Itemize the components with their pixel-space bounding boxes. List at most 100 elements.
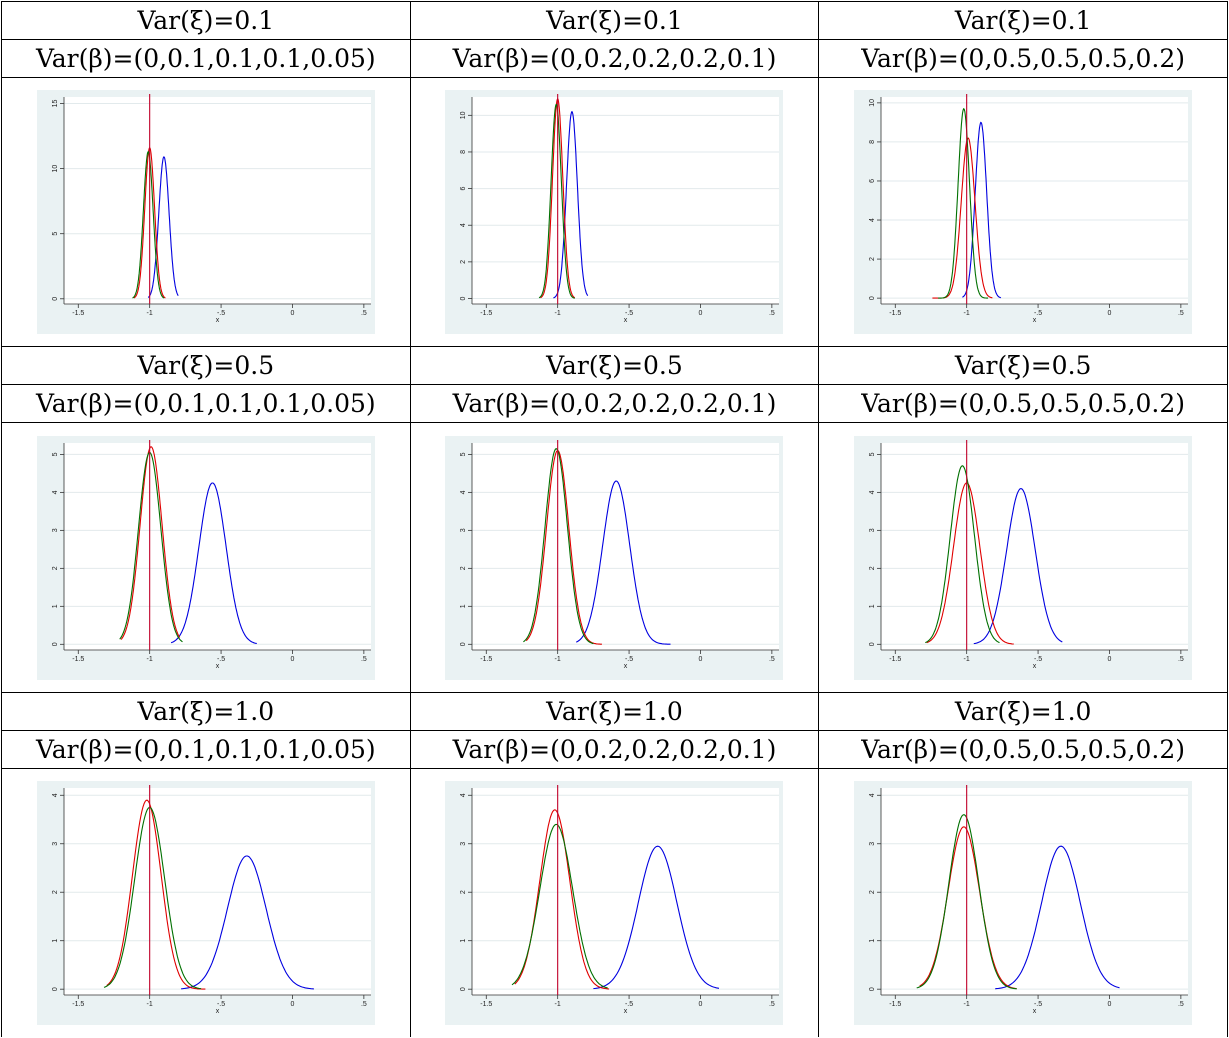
var-xi-label: Var(ξ)=0.5: [409, 346, 820, 386]
x-tick-label: .5: [769, 1001, 775, 1008]
density-plot: 0 1 2 3 4 5 -1.5 -1 -.5 0 .5 x: [36, 435, 375, 680]
y-tick-label: 0: [460, 297, 467, 301]
x-tick-label: -1.5: [889, 656, 901, 663]
x-axis-label: x: [1033, 317, 1037, 324]
y-tick-label: 0: [52, 297, 59, 301]
density-curve-green: [512, 823, 609, 989]
x-tick-label: -.5: [625, 656, 633, 663]
x-tick-label: -1: [964, 1001, 970, 1008]
plot-cell: 0 1 2 3 4 5 -1.5 -1 -.5 0 .5 x: [1, 422, 411, 693]
y-tick-label: 8: [869, 140, 876, 144]
x-axis-label: x: [624, 317, 628, 324]
y-tick-label: 5: [52, 232, 59, 236]
x-tick-label: -1: [555, 656, 561, 663]
density-plot: 0 5 10 15 -1.5 -1 -.5 0 .5 x: [36, 90, 375, 335]
plot-area: [63, 97, 371, 305]
var-xi-label: Var(ξ)=0.1: [1, 0, 411, 41]
x-tick-label: .5: [361, 1001, 367, 1008]
x-tick-label: .5: [361, 656, 367, 663]
y-tick-label: 0: [869, 642, 876, 646]
y-tick-label: 1: [460, 604, 467, 608]
x-tick-label: -1.5: [72, 1001, 84, 1008]
y-tick-label: 4: [460, 490, 467, 494]
density-curve-green: [132, 151, 165, 299]
y-tick-label: 1: [460, 939, 467, 943]
density-curve-red: [926, 481, 1014, 645]
x-tick-label: .5: [1178, 656, 1184, 663]
y-tick-label: 4: [869, 490, 876, 494]
header-row-var-xi: Var(ξ)=1.0 Var(ξ)=1.0 Var(ξ)=1.0: [1, 691, 1228, 731]
x-tick-label: -.5: [625, 310, 633, 317]
density-curve-red: [120, 445, 180, 640]
density-plot: 0 2 4 6 8 10 -1.5 -1 -.5 0 .5 x: [854, 90, 1193, 335]
x-tick-label: -1: [555, 310, 561, 317]
y-tick-label: 4: [52, 490, 59, 494]
y-tick-label: 3: [869, 842, 876, 846]
density-curve-green: [938, 108, 989, 299]
x-tick-label: -1: [964, 656, 970, 663]
var-beta-label: Var(β)=(0,0.5,0.5,0.5,0.2): [818, 384, 1228, 424]
y-tick-label: 2: [869, 566, 876, 570]
var-beta-label: Var(β)=(0,0.2,0.2,0.2,0.1): [409, 39, 820, 79]
density-plot: 0 1 2 3 4 -1.5 -1 -.5 0 .5 x: [36, 780, 375, 1025]
var-beta-label: Var(β)=(0,0.1,0.1,0.1,0.05): [1, 729, 411, 769]
x-tick-label: -1: [146, 656, 152, 663]
x-axis-label: x: [1033, 663, 1037, 670]
y-tick-label: 2: [52, 566, 59, 570]
y-tick-label: 3: [869, 528, 876, 532]
plot-area: [472, 97, 780, 305]
x-tick-label: -1.5: [889, 1001, 901, 1008]
y-tick-label: 3: [52, 842, 59, 846]
plot-area: [472, 442, 780, 650]
x-axis-label: x: [624, 663, 628, 670]
plot-cell: 0 1 2 3 4 -1.5 -1 -.5 0 .5 x: [409, 767, 820, 1037]
x-tick-label: -1: [555, 1001, 561, 1008]
density-plot: 0 1 2 3 4 5 -1.5 -1 -.5 0 .5 x: [854, 435, 1193, 680]
var-xi-label: Var(ξ)=0.5: [818, 346, 1228, 386]
y-tick-label: 4: [460, 223, 467, 227]
y-tick-label: 1: [52, 939, 59, 943]
x-tick-label: -1: [146, 310, 152, 317]
header-row-var-beta: Var(β)=(0,0.1,0.1,0.1,0.05) Var(β)=(0,0.…: [1, 39, 1228, 79]
var-xi-label: Var(ξ)=1.0: [409, 691, 820, 731]
density-curve-green: [539, 103, 576, 299]
x-tick-label: .5: [1178, 310, 1184, 317]
y-tick-label: 15: [52, 100, 59, 108]
plot-area: [63, 442, 371, 650]
x-tick-label: -.5: [625, 1001, 633, 1008]
y-tick-label: 10: [869, 99, 876, 107]
y-tick-label: 8: [460, 150, 467, 154]
x-axis-label: x: [624, 1008, 628, 1015]
y-tick-label: 2: [460, 260, 467, 264]
plot-row: 0 5 10 15 -1.5 -1 -.5 0.5 x 0 2 4 6 8 10 -1.5 -1 -.5 0.5 x…: [1, 77, 1228, 348]
x-tick-label: -.5: [217, 310, 225, 317]
var-beta-label: Var(β)=(0,0.1,0.1,0.1,0.05): [1, 384, 411, 424]
x-tick-label: 0: [699, 310, 703, 317]
y-tick-label: 4: [52, 793, 59, 797]
var-beta-label: Var(β)=(0,0.5,0.5,0.5,0.2): [818, 39, 1228, 79]
var-xi-label: Var(ξ)=0.1: [818, 0, 1228, 41]
y-tick-label: 3: [52, 528, 59, 532]
x-tick-label: -1.5: [72, 310, 84, 317]
density-plot: 0 2 4 6 8 10 -1.5 -1 -.5 0 .5 x: [445, 90, 784, 335]
density-curve-green: [103, 806, 202, 990]
x-tick-label: -1.5: [72, 656, 84, 663]
x-tick-label: -1: [146, 1001, 152, 1008]
x-tick-label: -1.5: [889, 310, 901, 317]
y-tick-label: 10: [52, 165, 59, 173]
y-tick-label: 6: [460, 187, 467, 191]
y-tick-label: 0: [52, 987, 59, 991]
density-curve-red: [919, 826, 1017, 989]
y-tick-label: 4: [869, 218, 876, 222]
x-tick-label: -1.5: [481, 1001, 493, 1008]
var-beta-label: Var(β)=(0,0.2,0.2,0.2,0.1): [409, 384, 820, 424]
y-tick-label: 5: [52, 452, 59, 456]
plot-area: [63, 787, 371, 995]
density-plot: 0 1 2 3 4 -1.5 -1 -.5 0 .5 x: [445, 780, 784, 1025]
y-tick-label: 3: [460, 528, 467, 532]
var-xi-label: Var(ξ)=1.0: [1, 691, 411, 731]
x-tick-label: -.5: [1034, 1001, 1042, 1008]
density-curve-red: [526, 449, 603, 645]
x-tick-label: 0: [1108, 310, 1112, 317]
